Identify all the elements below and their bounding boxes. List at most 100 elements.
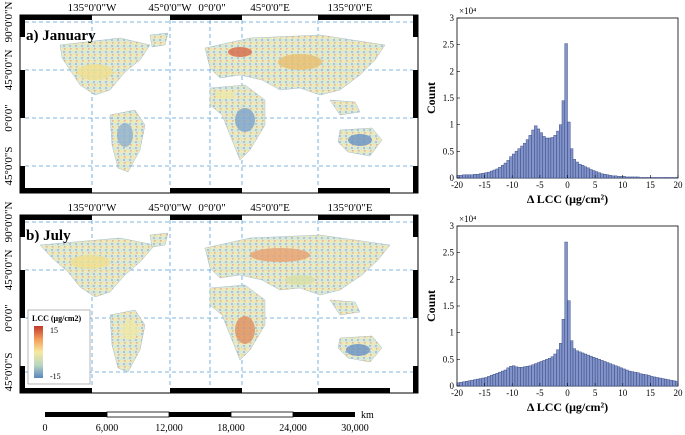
histogram-bar [614,175,618,179]
histogram-bar [514,366,518,387]
histogram-bar [556,349,560,387]
neatline-top [20,15,418,193]
histogram-bar [495,168,499,179]
histogram-bar [592,170,596,179]
lon-label: 135°0'0"E [327,202,372,214]
histogram-bar [542,360,546,387]
panel-label: b) July [26,228,71,244]
histogram-bar [663,378,668,387]
histogram-bar [487,171,491,179]
histogram-bar [478,378,483,387]
histogram-bar [663,177,668,179]
histogram-bar [650,177,654,179]
histogram-bar [661,378,665,387]
land-highlights [77,47,372,147]
lon-label: 45°0'0"E [250,2,290,14]
histogram-bar [608,175,612,179]
legend-title: LCC (μg/cm2) [32,314,82,323]
y-tick-label: 1 [450,120,455,130]
y-tick-label: 2.5 [443,40,455,50]
histogram-bar [655,377,659,387]
y-tick-label: 3 [450,221,455,231]
histogram-bar [672,177,676,179]
histogram-bar [639,177,643,179]
histogram-bar [581,164,585,179]
scale-tick: 24,000 [279,423,307,434]
histogram-bar [495,373,499,387]
histogram-july: -20 -15 -10 -5 0 5 10 15 20 0 0.5 1 1.5 2 2.5 3 ×10⁴ Δ LC… [424,214,683,414]
histogram-bar [625,176,629,179]
panel-label: a) January [26,28,96,44]
histogram-bar [512,153,516,179]
histogram-bar [625,369,629,387]
histogram-bar [528,135,532,179]
histogram-bar [517,367,521,387]
histogram-bar [501,164,505,179]
lat-label: 90°0'0"N [3,202,15,243]
histogram-bar [520,145,524,179]
scale-tick: 18,000 [217,423,245,434]
histogram-bar [523,143,527,179]
histogram-bar [509,156,513,179]
histogram-bar [492,374,496,387]
histogram-bar [467,380,472,387]
histogram-bar [669,379,673,387]
lat-label: 45°0'0"S [3,353,15,392]
y-tick-label: 2 [450,274,455,284]
x-tick-label: 5 [593,388,598,398]
lon-label: 135°0'0"W [68,2,117,14]
histogram-bar [556,130,560,179]
histogram-bar [633,176,637,179]
histogram-bar [644,374,648,387]
histogram-bar [608,363,612,387]
histogram-bar [481,172,485,179]
x-tick-label: 15 [646,180,656,190]
histogram-bar [534,363,538,387]
histogram-bar [525,139,530,179]
histogram-bar [531,364,535,387]
histogram-bar [594,358,599,387]
x-tick-label: 0 [565,180,570,190]
x-tick-label: -10 [506,180,518,190]
x-axis-label: Δ LCC (μg/cm²) [527,192,608,206]
histogram-bar [570,148,574,179]
histogram-bar [520,367,524,387]
histogram-bar [465,174,469,179]
histogram-bar [459,175,463,179]
histogram-bar [669,177,673,179]
x-tick-label: -20 [451,180,463,190]
histogram-bar [512,365,516,387]
histogram-bar [484,377,488,387]
x-tick-label: 15 [646,388,656,398]
histogram-bar [542,136,546,179]
histogram-bar [534,125,538,179]
histogram-bar [628,176,632,179]
x-axis-label: Δ LCC (μg/cm²) [527,400,608,414]
lon-label: 45°0'0"W [148,2,192,14]
histogram-bar [581,352,585,387]
x-tick-label: 10 [618,180,628,190]
legend-ramp [34,326,43,378]
histogram-bar [672,380,676,387]
histogram-bar [525,366,530,387]
histogram-bar [636,372,640,387]
y-axis-label: Count [424,82,438,114]
lat-label: 0°0'0" [3,104,15,131]
scale-tick: 0 [43,423,48,434]
y-tick-label: 0.5 [443,354,455,364]
histogram-bar [528,365,532,387]
y-tick-label: 1.5 [443,93,455,103]
histogram-bar [594,171,599,179]
histogram-bar [456,382,460,387]
y-tick-label: 0.5 [443,146,455,156]
histogram-bar [605,362,610,387]
histogram-bar [658,377,662,387]
histogram-bar [575,350,579,387]
histogram-bar [462,381,466,387]
histogram-bar [572,159,576,179]
scale-tick: 12,000 [155,423,183,434]
histogram-bar [465,381,469,387]
lon-label: 45°0'0"E [250,202,290,214]
histogram-bar [561,319,565,387]
histogram-january: -20 -15 -10 -5 0 5 10 15 20 0 0.5 1 1.5 2 2.5 3 ×10⁴ Δ LC… [424,6,683,206]
